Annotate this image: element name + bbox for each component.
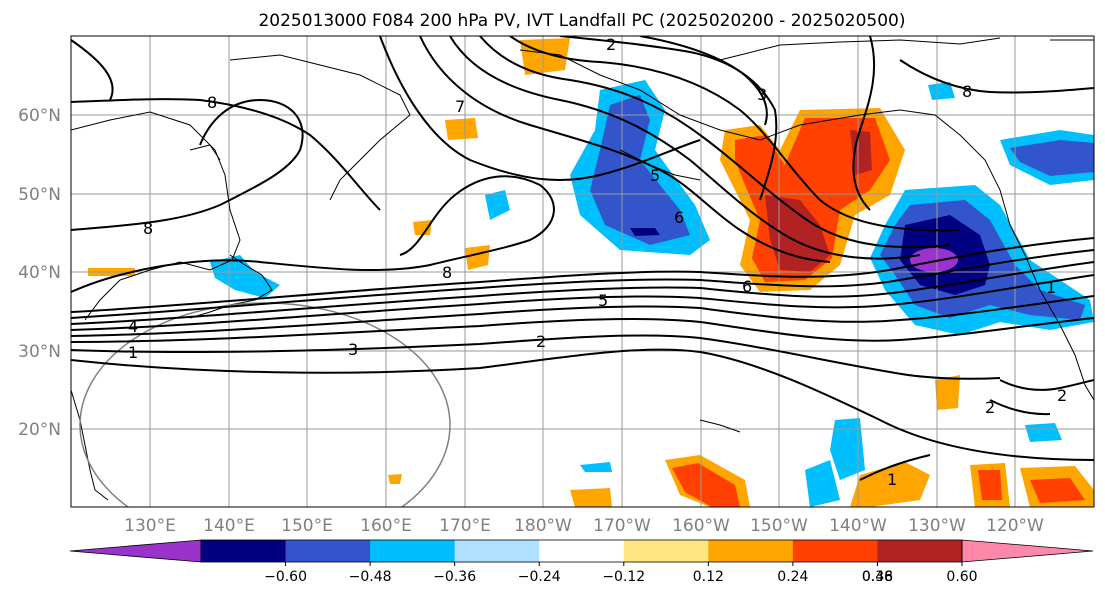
coastlines bbox=[71, 37, 1094, 501]
contour-label: 8 bbox=[442, 263, 452, 282]
lon-label: 160°E bbox=[360, 516, 412, 536]
colorbar-extend-low bbox=[69, 539, 202, 563]
colorbar-tick-label: −0.60 bbox=[264, 569, 307, 585]
lon-label: 130°E bbox=[124, 516, 176, 536]
colorbar-frame bbox=[200, 539, 963, 563]
colorbar-swatch bbox=[877, 540, 963, 562]
pv-contours bbox=[71, 36, 1094, 481]
lon-label: 150°W bbox=[750, 516, 808, 536]
lon-label: 180°W bbox=[514, 516, 572, 536]
contour-label: 6 bbox=[674, 208, 684, 227]
lon-label: 130°W bbox=[908, 516, 966, 536]
contour-label: 8 bbox=[143, 219, 153, 238]
lon-label: 140°W bbox=[829, 516, 887, 536]
colorbar-swatch bbox=[539, 540, 625, 562]
lon-label: 150°E bbox=[281, 516, 333, 536]
map-panel: 2 8 7 3 8 5 6 8 8 6 5 4 1 3 2 1 2 2 1 bbox=[70, 35, 1095, 508]
lat-label: 40°N bbox=[18, 263, 61, 283]
lat-label: 60°N bbox=[18, 106, 61, 126]
colorbar-extend-high bbox=[961, 539, 1094, 563]
contour-label: 5 bbox=[650, 166, 660, 185]
contour-label: 1 bbox=[1046, 278, 1056, 297]
figure-title: 2025013000 F084 200 hPa PV, IVT Landfall… bbox=[258, 11, 905, 31]
contour-label: 3 bbox=[348, 340, 358, 359]
colorbar-ticks: −0.60 −0.48 −0.36 −0.24 −0.12 0.12 0.24 0.360.4… bbox=[264, 562, 978, 585]
contour-label: 2 bbox=[985, 398, 995, 417]
map-frame bbox=[70, 35, 1095, 508]
colorbar-tick-label: 0.36 bbox=[862, 569, 893, 585]
lat-label: 20°N bbox=[18, 420, 61, 440]
contour-label: 2 bbox=[1057, 386, 1067, 405]
colorbar-swatch bbox=[285, 540, 371, 562]
contour-labels: 2 8 7 3 8 5 6 8 8 6 5 4 1 3 2 1 2 2 1 bbox=[128, 35, 1067, 489]
contour-label: 1 bbox=[128, 343, 138, 362]
contour-label: 8 bbox=[207, 93, 217, 112]
colorbar-swatch bbox=[370, 540, 456, 562]
lon-label: 170°W bbox=[593, 516, 651, 536]
colorbar: −0.60 −0.48 −0.36 −0.24 −0.12 0.12 0.24 0.360.4… bbox=[69, 539, 1094, 585]
contour-label: 2 bbox=[606, 35, 616, 54]
lon-label: 170°E bbox=[439, 516, 491, 536]
colorbar-swatches bbox=[69, 539, 1094, 563]
contour-label: 3 bbox=[757, 85, 767, 104]
colorbar-swatch bbox=[201, 540, 287, 562]
colorbar-swatch bbox=[454, 540, 540, 562]
colorbar-tick-label: 0.48 bbox=[862, 569, 893, 585]
colorbar-tick-label: −0.48 bbox=[349, 569, 392, 585]
colorbar-swatch bbox=[792, 540, 878, 562]
contour-label: 4 bbox=[128, 317, 138, 336]
lon-labels: 130°E 140°E 150°E 160°E 170°E 180°W 170°… bbox=[124, 516, 1044, 536]
contour-label: 7 bbox=[455, 97, 465, 116]
lat-label: 30°N bbox=[18, 342, 61, 362]
lon-label: 140°E bbox=[203, 516, 255, 536]
colorbar-swatch bbox=[623, 540, 709, 562]
negative-region-japan bbox=[210, 255, 280, 298]
colorbar-tick-label: −0.36 bbox=[433, 569, 476, 585]
lat-label: 50°N bbox=[18, 185, 61, 205]
contour-label: 1 bbox=[887, 470, 897, 489]
contour-label: 6 bbox=[742, 277, 752, 296]
colorbar-tick-label: −0.12 bbox=[602, 569, 645, 585]
lon-label: 160°W bbox=[672, 516, 730, 536]
lon-label: 120°W bbox=[986, 516, 1044, 536]
colorbar-tick-label: 0.12 bbox=[693, 569, 724, 585]
contour-label: 8 bbox=[962, 82, 972, 101]
negative-region-bering bbox=[570, 80, 710, 255]
colorbar-tick-label: −0.24 bbox=[518, 569, 561, 585]
colorbar-tick-label: 0.60 bbox=[946, 569, 977, 585]
contour-label: 5 bbox=[598, 291, 608, 310]
contour-label: 2 bbox=[536, 332, 546, 351]
lat-labels: 60°N 50°N 40°N 30°N 20°N bbox=[18, 106, 61, 440]
colorbar-swatch bbox=[708, 540, 794, 562]
shaded-field bbox=[88, 38, 1094, 507]
colorbar-tick-label: 0.24 bbox=[777, 569, 808, 585]
